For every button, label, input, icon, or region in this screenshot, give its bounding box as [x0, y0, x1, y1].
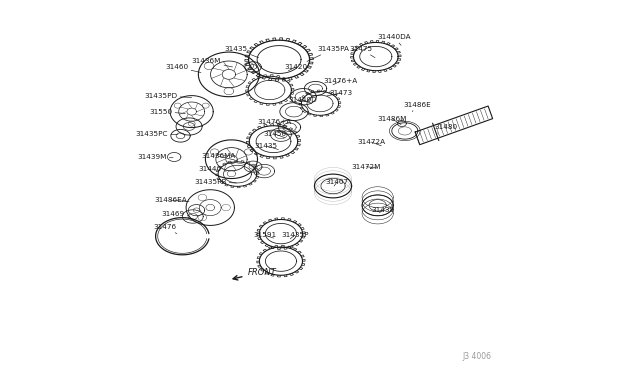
Text: 31460: 31460: [165, 64, 201, 73]
Text: J3 4006: J3 4006: [462, 352, 491, 361]
Text: 31440: 31440: [198, 166, 227, 172]
Text: 31435PC: 31435PC: [136, 131, 178, 137]
Text: 31439M: 31439M: [137, 154, 173, 160]
Text: 31435: 31435: [225, 46, 259, 58]
Text: 31407: 31407: [325, 179, 348, 186]
Text: 31435: 31435: [255, 143, 278, 150]
Text: 31420: 31420: [284, 64, 307, 71]
Text: 31436MA: 31436MA: [202, 153, 236, 160]
Text: 31435PD: 31435PD: [144, 93, 191, 99]
Text: FRONT: FRONT: [233, 268, 276, 280]
Text: 31472M: 31472M: [352, 164, 381, 170]
Text: 31472A: 31472A: [357, 139, 385, 146]
Text: 31476+A: 31476+A: [323, 78, 358, 85]
Text: 31480: 31480: [434, 124, 458, 133]
Text: 31450: 31450: [263, 131, 286, 138]
Text: 31435PB: 31435PB: [194, 179, 236, 185]
Text: 31550: 31550: [149, 109, 186, 115]
Text: 31438: 31438: [371, 207, 394, 213]
Text: 31591: 31591: [253, 232, 276, 238]
Text: 31435PA: 31435PA: [307, 46, 349, 61]
Text: 31486EA: 31486EA: [154, 197, 189, 203]
Text: 31476: 31476: [153, 224, 177, 234]
Text: 31435P: 31435P: [281, 232, 308, 239]
Text: 31436M: 31436M: [192, 58, 232, 67]
Text: 31440D: 31440D: [289, 97, 317, 103]
Text: 31469: 31469: [161, 211, 189, 217]
Text: 31440DA: 31440DA: [378, 34, 412, 45]
Text: 31475: 31475: [349, 46, 375, 58]
Text: 31473: 31473: [326, 90, 352, 96]
Text: 31486M: 31486M: [378, 116, 407, 125]
Text: 31476+A: 31476+A: [257, 119, 292, 126]
Text: 31486E: 31486E: [404, 102, 431, 112]
